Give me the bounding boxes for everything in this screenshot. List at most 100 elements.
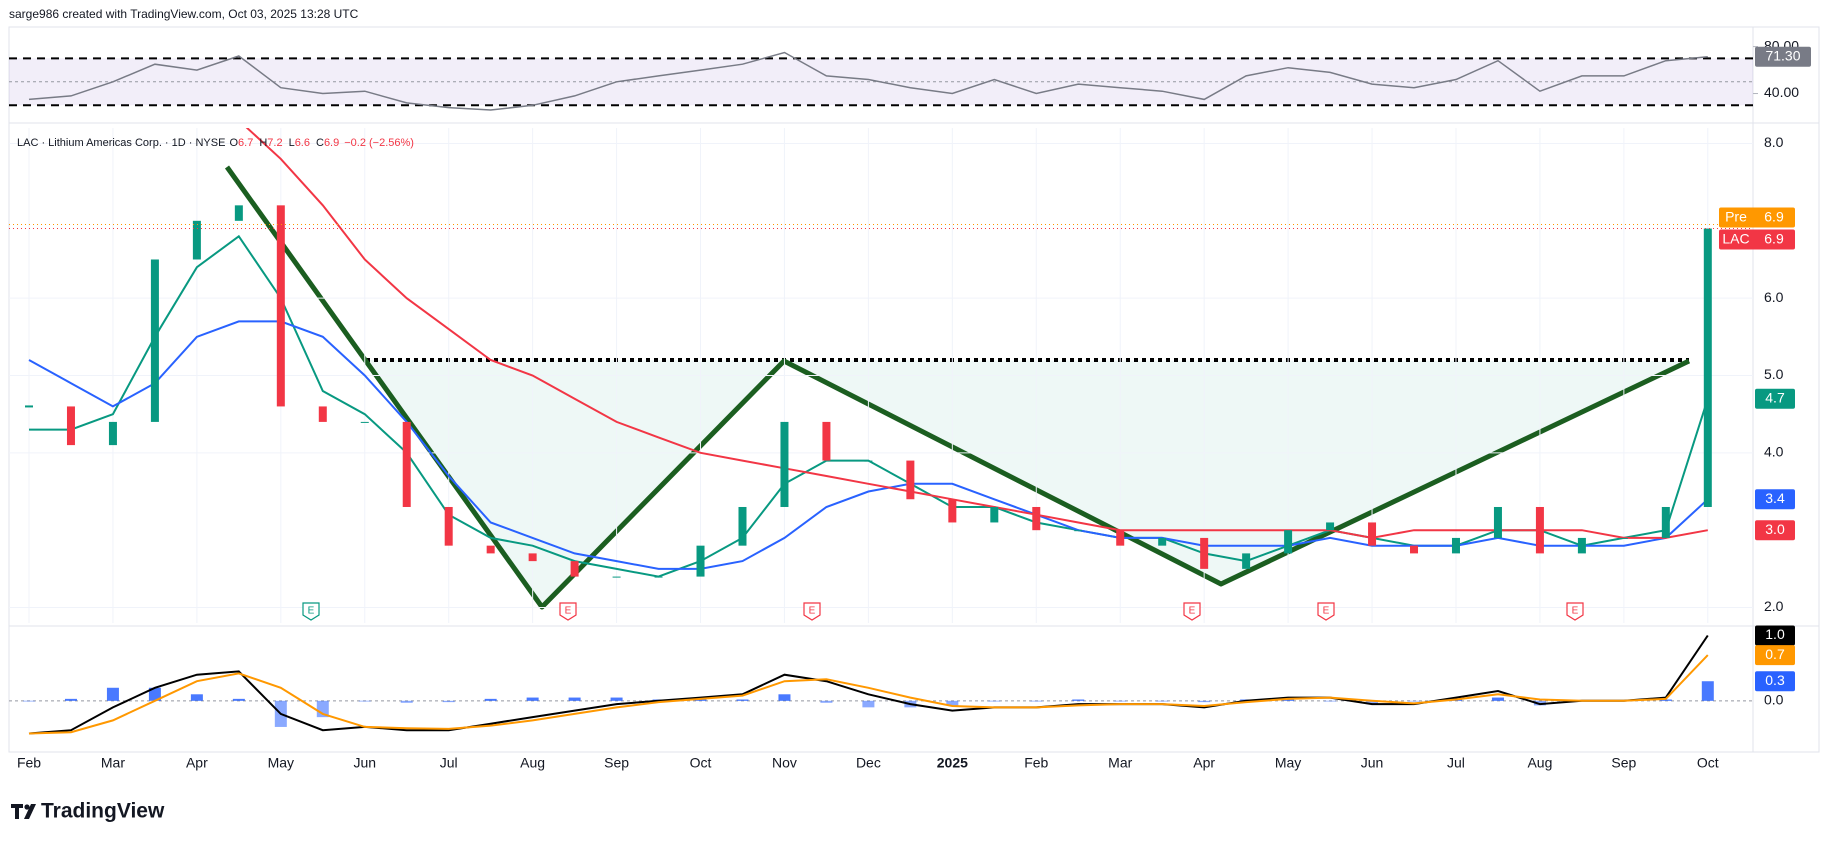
x-tick-label: Jun (353, 755, 376, 771)
price-badge-label: 4.7 (1765, 389, 1785, 405)
candle (864, 460, 873, 462)
price-badge (1755, 388, 1795, 409)
y-tick-label: 6.0 (1764, 289, 1784, 305)
candle (1326, 522, 1335, 531)
candle (1493, 506, 1502, 538)
candle (25, 405, 33, 408)
x-tick-label: Sep (604, 755, 629, 771)
histogram-bar (106, 687, 119, 701)
histogram-bar (1282, 699, 1295, 701)
price-badge (1755, 46, 1811, 67)
candle (654, 576, 663, 578)
symbol-title: LAC · Lithium Americas Corp. · 1D · NYSE (17, 137, 225, 149)
earnings-marker (1317, 602, 1335, 621)
histogram-bar (64, 698, 77, 701)
histogram-bar (1156, 700, 1169, 702)
frame (8, 26, 1820, 753)
y-tick-label: 40.00 (1764, 84, 1799, 100)
x-tick-label: Aug (1527, 755, 1552, 771)
histogram-bar (526, 697, 539, 701)
candle (612, 576, 621, 578)
candle (150, 259, 159, 422)
earnings-label: E (809, 606, 816, 617)
earnings-label: E (1572, 606, 1579, 617)
histogram-bar (1701, 681, 1714, 701)
data-layer: Feb Mar Apr May Jun Jul Aug Sep Oct Nov Dec 2025 Feb… (9, 37, 1811, 771)
candle (1074, 530, 1083, 532)
earnings-label: E (565, 606, 572, 617)
earnings-marker (1566, 602, 1584, 621)
earnings-label: E (308, 606, 315, 617)
rsi-line (28, 51, 1708, 111)
candle (990, 506, 999, 523)
x-tick-label: May (268, 755, 294, 771)
x-tick-label: Sep (1611, 755, 1636, 771)
x-tick-label: Aug (520, 755, 545, 771)
candle (780, 421, 789, 507)
x-tick-label: Feb (17, 755, 41, 771)
histogram-bar (736, 699, 749, 701)
ohlc-value: 7.2 (267, 137, 282, 149)
histogram-bar (988, 700, 1001, 702)
candle (66, 406, 75, 446)
histogram-bar (778, 694, 791, 701)
candle (1410, 545, 1419, 554)
histogram-bar (610, 697, 623, 701)
histogram-bar (1114, 700, 1127, 702)
pre-badge-value: 6.9 (1764, 208, 1784, 224)
histogram-bar (568, 697, 581, 701)
histogram-bar (1030, 700, 1043, 702)
candle (234, 205, 243, 221)
ohlc-label: H (259, 137, 267, 149)
candle (1368, 522, 1377, 546)
candle (444, 506, 453, 546)
candle (1116, 530, 1125, 546)
candle (1535, 506, 1544, 554)
histogram-bar (484, 698, 497, 701)
histogram-bar (1408, 700, 1421, 702)
y-tick-label: 0.0 (1764, 692, 1784, 708)
brand-logo (11, 804, 36, 819)
x-tick-label: Nov (772, 755, 797, 771)
candle (192, 220, 201, 260)
candle (1451, 537, 1460, 554)
price-badge (1755, 520, 1795, 541)
price-badge-label: 3.4 (1765, 490, 1785, 506)
candle (1703, 228, 1712, 507)
histogram-bar (820, 700, 833, 703)
histogram-bar (694, 699, 707, 701)
x-tick-label: Jun (1361, 755, 1384, 771)
candle (360, 421, 369, 423)
ohlc-label: O (229, 137, 238, 149)
earnings-marker (1183, 602, 1201, 621)
earnings-marker (803, 602, 821, 621)
symbol-legend: LAC · Lithium Americas Corp. · 1D · NYSE… (17, 137, 414, 149)
candle (108, 421, 117, 446)
candle (1200, 537, 1209, 569)
earnings-marker (559, 602, 577, 621)
x-tick-label: Jul (1447, 755, 1465, 771)
histogram-bar (442, 700, 455, 703)
ohlc-value: 6.9 (324, 137, 339, 149)
earnings-marker (302, 602, 320, 621)
histogram-bar (1198, 700, 1211, 703)
ohlc-value: 6.7 (238, 137, 253, 149)
candle (276, 205, 285, 407)
earnings-label: E (1323, 606, 1330, 617)
histogram-bar (1324, 700, 1337, 702)
candle (402, 421, 411, 507)
x-tick-label: Dec (856, 755, 881, 771)
candle (1284, 530, 1293, 554)
price-badge (1755, 625, 1795, 646)
candle (1158, 537, 1167, 546)
histogram-bar (1366, 700, 1379, 705)
histogram-bar (23, 700, 35, 702)
histogram-bar (190, 694, 203, 701)
histogram-bar (232, 698, 245, 701)
y-tick-label: 4.0 (1764, 444, 1784, 460)
price-badge-label: 3.0 (1765, 521, 1785, 537)
candle (570, 561, 579, 577)
x-tick-label: Jul (440, 755, 458, 771)
candle (1577, 537, 1586, 554)
